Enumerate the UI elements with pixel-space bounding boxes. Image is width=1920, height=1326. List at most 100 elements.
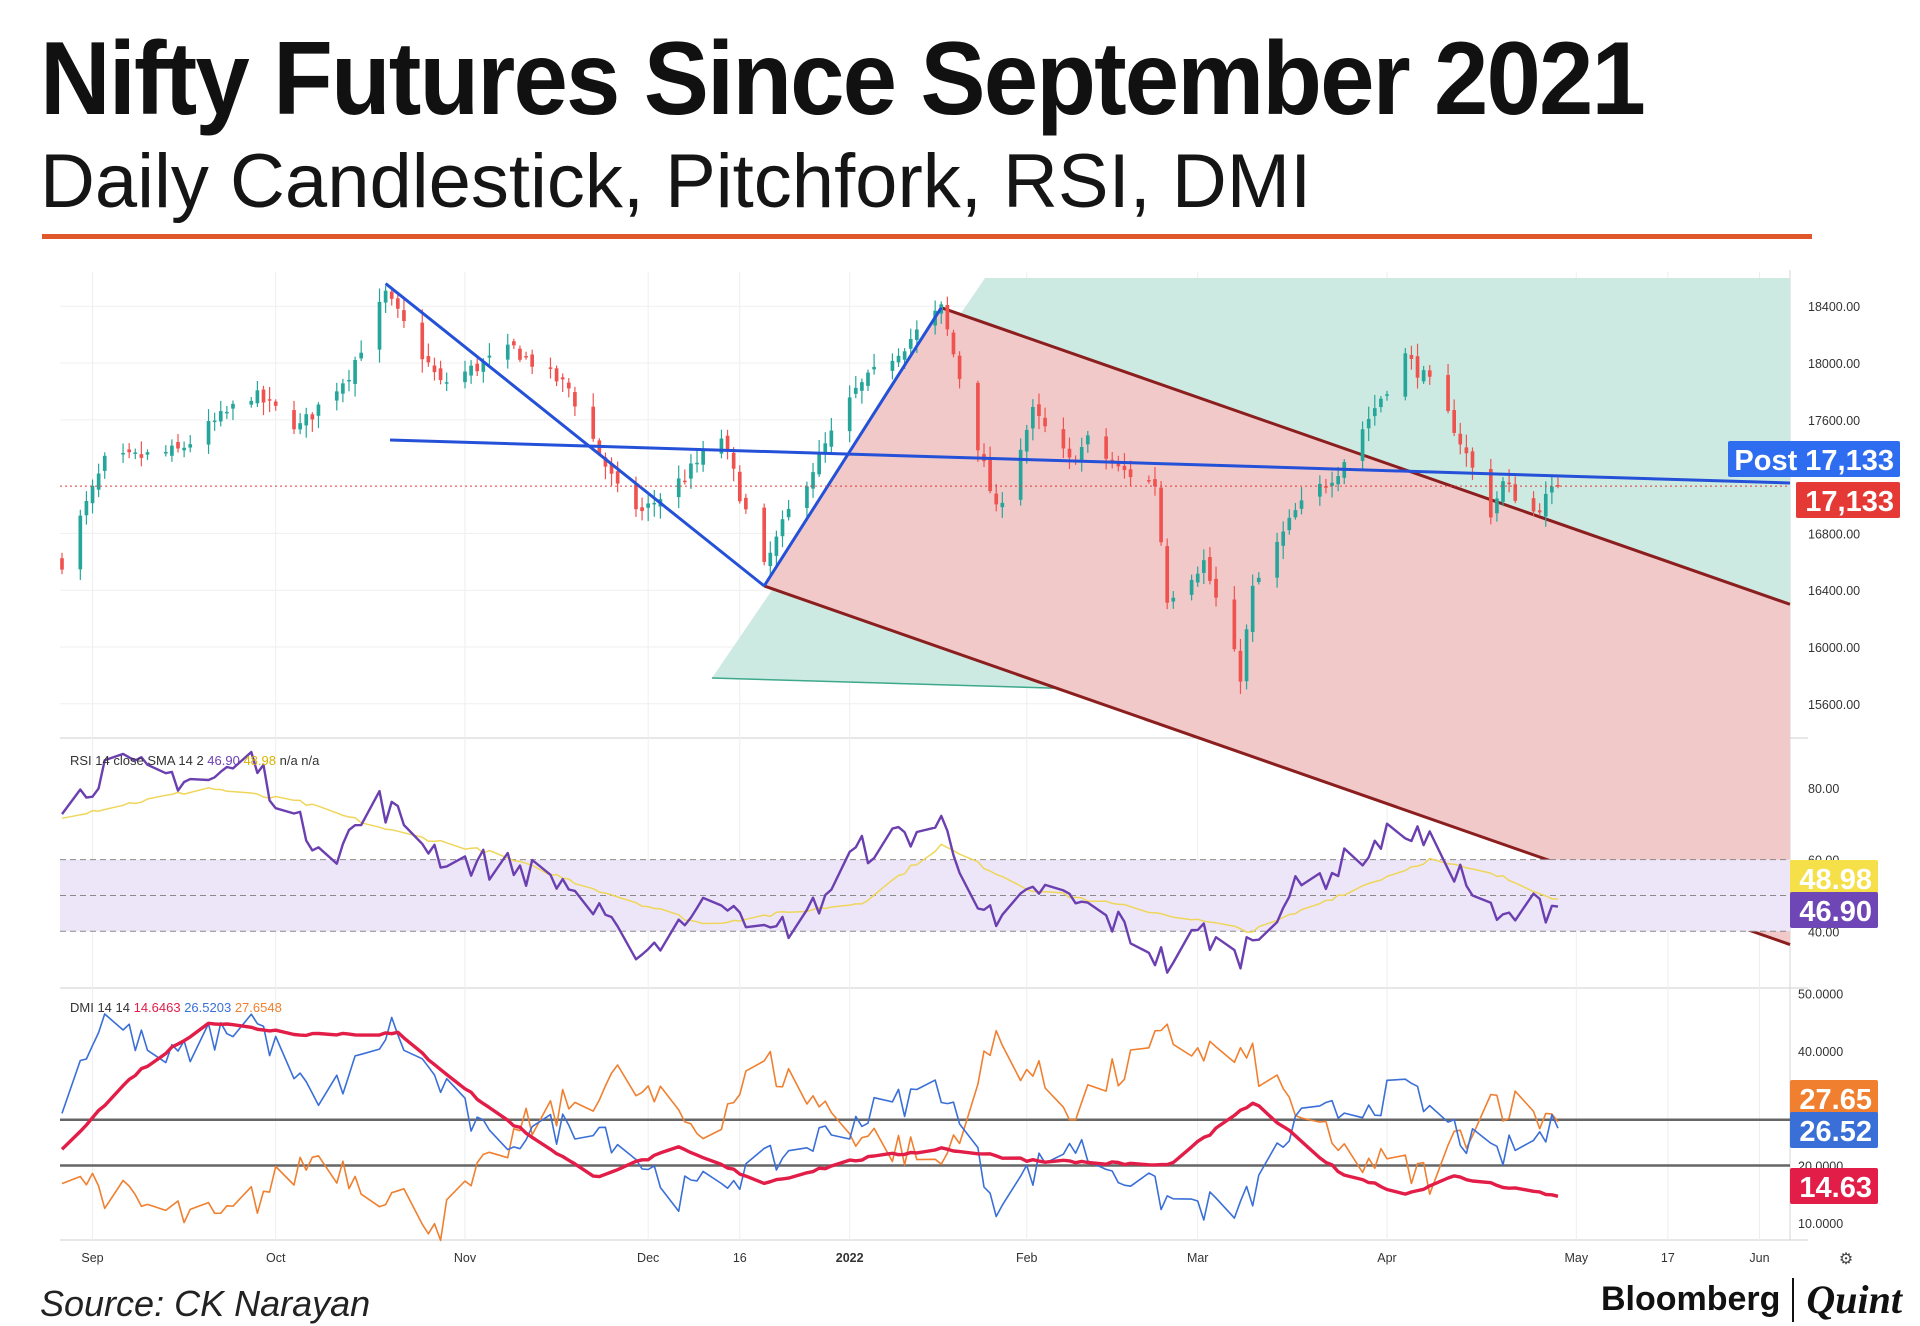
pitchfork-median-line bbox=[389, 438, 1791, 485]
candle-body bbox=[1513, 484, 1518, 501]
candle-body bbox=[60, 558, 64, 570]
candle-body bbox=[1104, 436, 1108, 459]
candle-body bbox=[512, 341, 516, 346]
candle-body bbox=[1031, 406, 1035, 429]
candle-body bbox=[182, 447, 186, 451]
x-tick-label: Nov bbox=[454, 1251, 477, 1265]
candle-body bbox=[1470, 451, 1475, 468]
candle-body bbox=[1464, 447, 1469, 454]
candle-body bbox=[591, 406, 596, 439]
x-tick-label: Oct bbox=[266, 1251, 286, 1265]
candle-body bbox=[469, 365, 473, 376]
candle-body bbox=[1189, 579, 1194, 595]
candle-body bbox=[860, 382, 864, 391]
price-tick-label: 17600.00 bbox=[1808, 414, 1860, 428]
candle-body bbox=[1214, 578, 1218, 598]
candle-body bbox=[505, 344, 510, 360]
candle-body bbox=[829, 430, 834, 447]
dmi-plus-di-tag-bg bbox=[1790, 1112, 1878, 1148]
candle-body bbox=[1324, 486, 1328, 488]
candle-body bbox=[1287, 517, 1292, 531]
brand-logo: Bloomberg Quint bbox=[1601, 1276, 1902, 1323]
candle-body bbox=[908, 338, 913, 349]
candle-body bbox=[737, 471, 742, 502]
rsi-line bbox=[61, 750, 1559, 974]
x-tick-label: Jun bbox=[1749, 1251, 1769, 1265]
candle-body bbox=[817, 452, 821, 475]
candle-body bbox=[402, 310, 406, 322]
candle-body bbox=[121, 452, 125, 455]
candle-body bbox=[1079, 447, 1084, 460]
candle-body bbox=[1427, 370, 1432, 377]
brand-divider bbox=[1792, 1277, 1795, 1322]
x-tick-label: May bbox=[1564, 1251, 1588, 1265]
candle-body bbox=[1244, 629, 1249, 682]
x-tick-label: 16 bbox=[733, 1251, 747, 1265]
candle-body bbox=[102, 455, 107, 471]
candle-body bbox=[292, 410, 296, 430]
candle-body bbox=[1360, 429, 1365, 461]
candle-body bbox=[1336, 476, 1340, 485]
candle-body bbox=[603, 457, 608, 467]
candle-body bbox=[1415, 356, 1420, 378]
candle-body bbox=[646, 503, 651, 508]
candle-body bbox=[127, 449, 131, 453]
dmi-adx-line bbox=[60, 1021, 1559, 1198]
candle-body bbox=[389, 291, 394, 299]
candle-body bbox=[768, 552, 773, 567]
candle-body bbox=[438, 368, 443, 381]
candle-body bbox=[1330, 482, 1334, 486]
candle-body bbox=[1458, 433, 1463, 445]
candle-body bbox=[1171, 597, 1176, 602]
candle-body bbox=[206, 421, 211, 445]
candle-body bbox=[1372, 408, 1377, 417]
candle-body bbox=[1421, 370, 1426, 382]
candle-body bbox=[902, 351, 907, 360]
candle-body bbox=[78, 515, 83, 570]
candle-body bbox=[1195, 573, 1200, 583]
candle-body bbox=[1501, 481, 1505, 502]
candle-body bbox=[872, 366, 876, 370]
candle-body bbox=[1128, 469, 1133, 478]
candle-body bbox=[890, 360, 895, 371]
candle-body bbox=[1556, 485, 1560, 487]
dmi-plus-di-tag: 26.52 bbox=[1799, 1116, 1872, 1148]
price-tick-label: 18000.00 bbox=[1808, 357, 1860, 371]
price-tick-label: 16400.00 bbox=[1808, 584, 1860, 598]
x-tick-label: Apr bbox=[1377, 1251, 1396, 1265]
candle-body bbox=[1299, 500, 1304, 509]
candle-body bbox=[426, 356, 431, 363]
x-tick-label: Feb bbox=[1016, 1251, 1038, 1265]
candle-body bbox=[1385, 394, 1389, 396]
candle-body bbox=[573, 392, 577, 407]
candle-body bbox=[1201, 560, 1206, 573]
candle-body bbox=[682, 480, 687, 483]
candle-body bbox=[298, 423, 302, 430]
candle-body bbox=[701, 450, 705, 465]
candle-body bbox=[762, 507, 767, 562]
candle-body bbox=[896, 355, 901, 363]
candle-body bbox=[1147, 480, 1151, 482]
candle-body bbox=[212, 420, 217, 423]
candle-body bbox=[915, 329, 919, 340]
candle-body bbox=[487, 355, 492, 358]
candle-body bbox=[1543, 493, 1548, 517]
candle-body bbox=[1366, 418, 1371, 429]
candle-body bbox=[548, 367, 553, 369]
candle-body bbox=[341, 383, 345, 394]
candle-body bbox=[976, 382, 980, 451]
candle-body bbox=[695, 462, 699, 465]
candle-body bbox=[273, 401, 278, 406]
candle-body bbox=[475, 363, 480, 372]
candle-body bbox=[176, 442, 180, 449]
dmi-plus-di-line bbox=[61, 1013, 1559, 1221]
candle-body bbox=[481, 361, 486, 372]
candle-body bbox=[615, 471, 620, 484]
candle-body bbox=[731, 452, 736, 469]
price-tick-label: 16000.00 bbox=[1808, 641, 1860, 655]
candle-body bbox=[1256, 577, 1261, 583]
candle-body bbox=[1165, 546, 1170, 603]
candle-body bbox=[811, 472, 815, 489]
candle-body bbox=[1043, 417, 1047, 427]
candle-body bbox=[1037, 404, 1041, 417]
